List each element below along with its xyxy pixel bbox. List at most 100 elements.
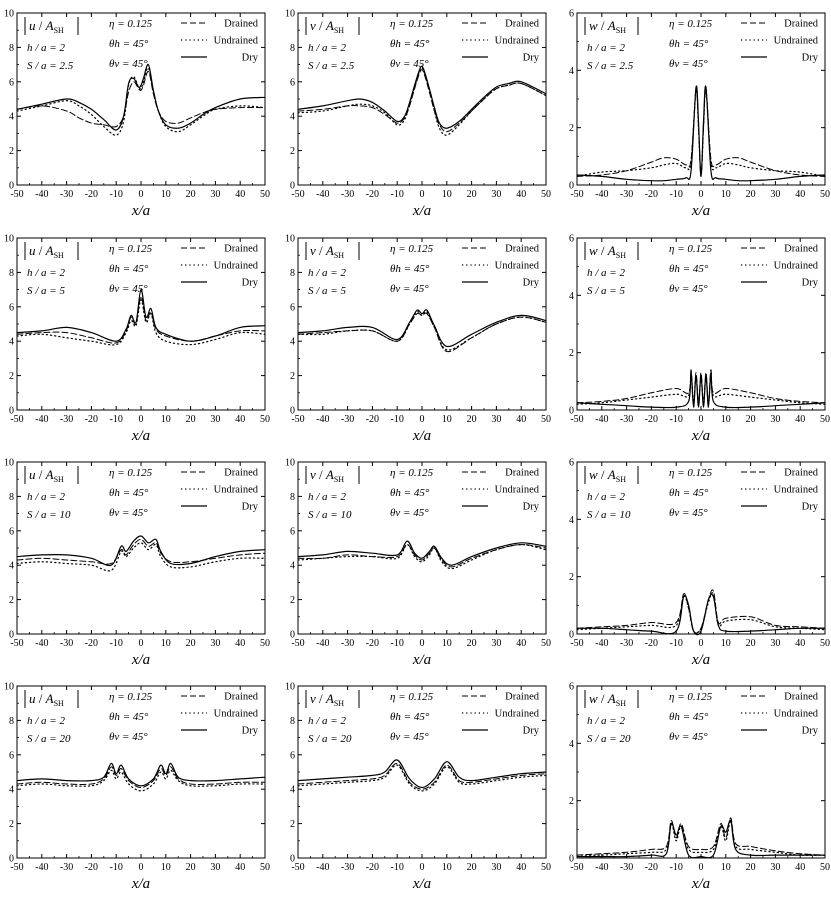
series-line-dry: [576, 85, 826, 182]
x-tick-label: 50: [541, 638, 551, 649]
x-tick-label: 20: [467, 638, 477, 649]
series-line-dry: [297, 759, 547, 789]
x-tick-label: -50: [570, 638, 583, 649]
annotation-theta-v: θv = 45°: [390, 283, 429, 295]
y-tick-label: 6: [290, 526, 295, 537]
annotation-h-a: h / a = 2: [27, 491, 65, 503]
x-tick-label: -50: [291, 189, 304, 200]
series-line-drained: [16, 295, 266, 344]
x-tick-label: 20: [746, 862, 756, 873]
annotation-eta: η = 0.125: [390, 18, 434, 30]
x-tick-label: -30: [60, 414, 73, 425]
x-tick-label: -50: [570, 414, 583, 425]
y-tick-label: 2: [569, 348, 574, 359]
legend-label-undrained: Undrained: [214, 261, 259, 272]
legend-label-dry: Dry: [802, 726, 819, 737]
panel-w-3: -50 -40 -30 -20 -10 0 10 20 30 40 50 0 2 4 6 x/a w / ASH…: [569, 458, 830, 669]
x-tick-label: -50: [10, 638, 23, 649]
annotation-h-a: h / a = 2: [27, 715, 65, 727]
legend-label-drained: Drained: [784, 19, 819, 30]
x-tick-label: -10: [391, 414, 404, 425]
x-tick-label: -20: [366, 862, 379, 873]
y-tick-label: 8: [9, 492, 14, 503]
x-tick-label: -50: [10, 862, 23, 873]
y-tick-label: 4: [569, 739, 574, 750]
x-tick-label: 10: [161, 414, 171, 425]
x-tick-label: 0: [420, 414, 425, 425]
x-tick-label: -40: [595, 638, 608, 649]
x-tick-label: 20: [467, 862, 477, 873]
series-line-undrained: [16, 769, 266, 792]
y-tick-label: 2: [569, 796, 574, 807]
y-tick-label: 10: [285, 234, 295, 245]
series-line-dry: [576, 593, 826, 636]
x-tick-label: 0: [139, 414, 144, 425]
x-tick-label: -20: [85, 862, 98, 873]
legend-label-drained: Drained: [505, 19, 540, 30]
legend-label-undrained: Undrained: [495, 709, 540, 720]
x-tick-label: 30: [210, 414, 220, 425]
x-tick-label: 0: [699, 414, 704, 425]
x-tick-label: 10: [721, 189, 731, 200]
x-tick-label: 30: [770, 414, 780, 425]
x-axis-title: x/a: [412, 428, 431, 444]
x-tick-label: -20: [85, 189, 98, 200]
x-tick-label: -30: [341, 414, 354, 425]
x-tick-label: 40: [235, 638, 245, 649]
x-tick-label: 30: [210, 189, 220, 200]
x-tick-label: 40: [516, 638, 526, 649]
annotation-s-a: S / a = 5: [27, 285, 65, 297]
annotation-s-a: S / a = 5: [587, 285, 625, 297]
annotation-eta: η = 0.125: [669, 467, 713, 479]
y-tick-label: 2: [9, 595, 14, 606]
x-tick-label: 50: [541, 862, 551, 873]
y-tick-label: 6: [290, 302, 295, 313]
annotation-eta: η = 0.125: [669, 18, 713, 30]
x-tick-label: -30: [341, 638, 354, 649]
annotation-eta: η = 0.125: [669, 243, 713, 255]
x-tick-label: -40: [35, 862, 48, 873]
y-tick-label: 6: [9, 750, 14, 761]
legend-label-drained: Drained: [784, 244, 819, 255]
annotation-eta: η = 0.125: [390, 467, 434, 479]
x-tick-label: 10: [721, 862, 731, 873]
y-tick-label: 6: [290, 77, 295, 88]
legend-label-undrained: Undrained: [495, 261, 540, 272]
x-tick-label: -10: [670, 862, 683, 873]
annotation-theta-h: θh = 45°: [390, 711, 430, 723]
y-tick-label: 6: [569, 682, 574, 693]
x-tick-label: -10: [110, 189, 123, 200]
x-tick-label: 50: [820, 638, 830, 649]
series-line-undrained: [16, 67, 266, 136]
x-tick-label: 40: [235, 414, 245, 425]
series-line-undrained: [16, 542, 266, 572]
annotation-theta-h: θh = 45°: [669, 263, 709, 275]
x-tick-label: -50: [570, 189, 583, 200]
series-line-drained: [16, 766, 266, 789]
x-tick-label: 10: [161, 638, 171, 649]
y-axis-label: v / ASH: [305, 466, 360, 484]
x-tick-label: 0: [699, 862, 704, 873]
x-tick-label: 40: [235, 189, 245, 200]
y-tick-label: 4: [9, 112, 14, 123]
series-line-dry: [16, 535, 266, 567]
y-tick-label: 6: [569, 9, 574, 20]
x-tick-label: -50: [10, 414, 23, 425]
x-tick-label: 40: [795, 414, 805, 425]
y-axis-label: u / ASH: [24, 690, 79, 708]
x-axis-title: x/a: [691, 203, 710, 219]
y-tick-label: 0: [9, 630, 14, 641]
legend-label-undrained: Undrained: [774, 485, 819, 496]
x-tick-label: 0: [699, 638, 704, 649]
annotation-theta-v: θv = 45°: [109, 507, 148, 519]
x-tick-label: -40: [316, 638, 329, 649]
x-tick-label: -40: [316, 189, 329, 200]
annotation-s-a: S / a = 2.5: [308, 60, 355, 72]
x-tick-label: -20: [85, 638, 98, 649]
annotation-theta-h: θh = 45°: [109, 711, 149, 723]
x-tick-label: 10: [721, 638, 731, 649]
x-axis-title: x/a: [131, 428, 150, 444]
y-axis-label: v / ASH: [305, 17, 360, 35]
y-tick-label: 2: [9, 146, 14, 157]
